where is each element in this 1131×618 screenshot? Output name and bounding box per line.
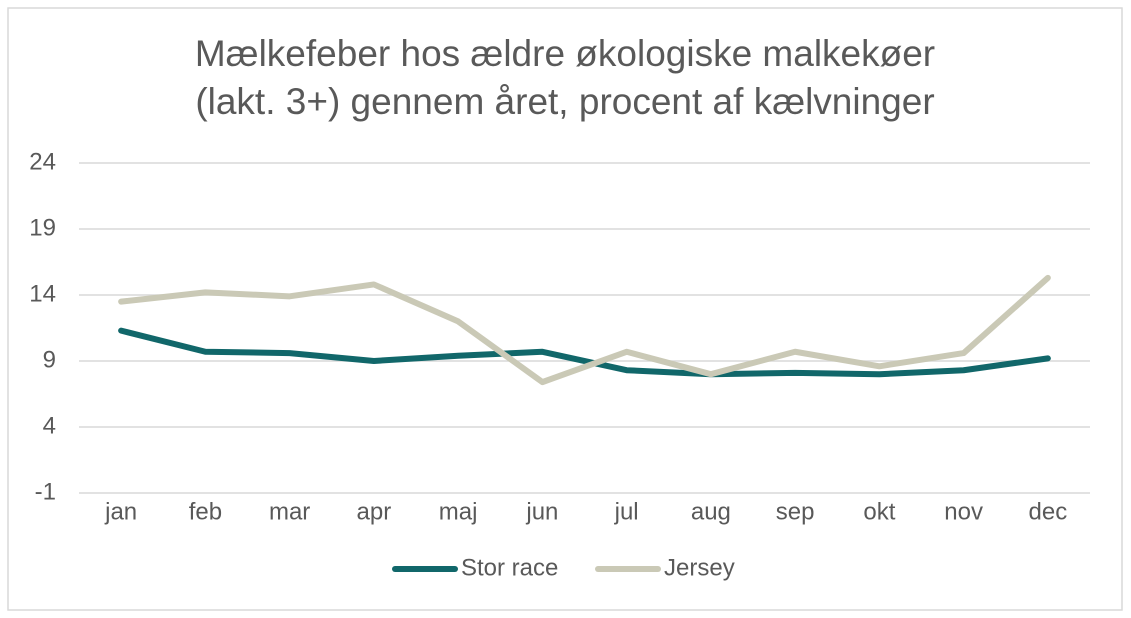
x-tick-label: mar (269, 498, 310, 525)
x-tick-label: sep (776, 498, 815, 525)
x-tick-label: nov (944, 498, 983, 525)
legend-label: Stor race (461, 554, 558, 581)
y-tick-label: 4 (43, 412, 56, 439)
chart-title: Mælkefeber hos ældre økologiske malkekøe… (195, 33, 935, 74)
y-tick-label: 19 (29, 214, 56, 241)
y-tick-label: 14 (29, 280, 56, 307)
x-tick-label: jul (614, 498, 639, 525)
x-tick-label: jun (525, 498, 558, 525)
x-tick-label: aug (691, 498, 731, 525)
series-line (118, 327, 1051, 378)
legend-label: Jersey (664, 554, 735, 581)
x-tick-label: feb (189, 498, 222, 525)
chart-frame (7, 7, 1123, 611)
x-tick-label: apr (357, 498, 392, 525)
x-tick-label: jan (104, 498, 137, 525)
x-tick-label: okt (863, 498, 895, 525)
x-tick-label: dec (1029, 498, 1068, 525)
series-line (118, 274, 1051, 386)
y-tick-label: 9 (43, 346, 56, 373)
x-tick-label: maj (439, 498, 478, 525)
y-tick-label: 24 (29, 148, 56, 175)
y-tick-label: -1 (35, 478, 56, 505)
chart-title: (lakt. 3+) gennem året, procent af kælvn… (195, 81, 934, 122)
